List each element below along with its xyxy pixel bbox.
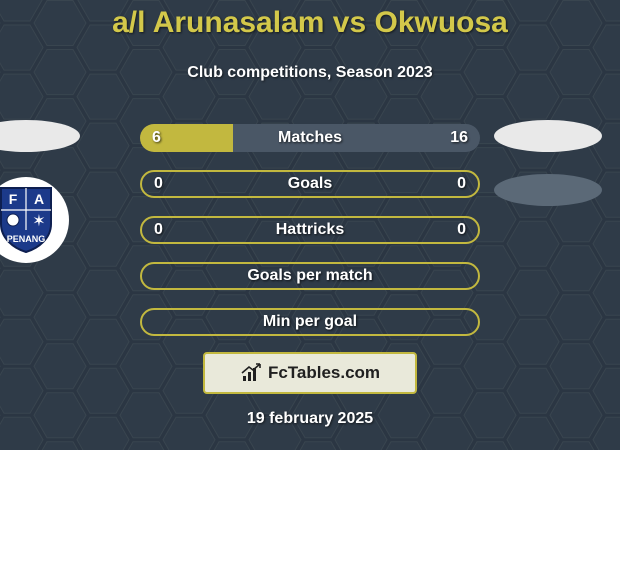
stat-label: Goals xyxy=(142,172,478,196)
footer-date: 19 february 2025 xyxy=(0,410,620,428)
stat-row: 616Matches xyxy=(140,124,480,152)
headline-subtitle: Club competitions, Season 2023 xyxy=(0,64,620,82)
stat-label: Goals per match xyxy=(142,264,478,288)
infographic-container: a/l Arunasalam vs Okwuosa Club competiti… xyxy=(0,0,620,450)
brand-badge: FcTables.com xyxy=(203,352,417,394)
stat-row: Min per goal xyxy=(140,308,480,336)
svg-text:PENANG: PENANG xyxy=(7,234,46,244)
headline-title: a/l Arunasalam vs Okwuosa xyxy=(0,6,620,40)
right-player-ellipse xyxy=(494,120,602,152)
svg-text:F: F xyxy=(9,191,18,207)
stat-label: Hattricks xyxy=(142,218,478,242)
svg-text:A: A xyxy=(34,191,44,207)
stat-label: Min per goal xyxy=(142,310,478,334)
stat-row: 00Goals xyxy=(140,170,480,198)
stat-row: Goals per match xyxy=(140,262,480,290)
brand-chart-icon xyxy=(240,363,262,383)
right-player-ellipse-2 xyxy=(494,174,602,206)
stat-label: Matches xyxy=(140,124,480,152)
club-crest-icon: FA ✶ PENANG xyxy=(0,186,55,254)
brand-text: FcTables.com xyxy=(268,363,380,383)
svg-text:✶: ✶ xyxy=(32,213,45,230)
stat-row: 00Hattricks xyxy=(140,216,480,244)
